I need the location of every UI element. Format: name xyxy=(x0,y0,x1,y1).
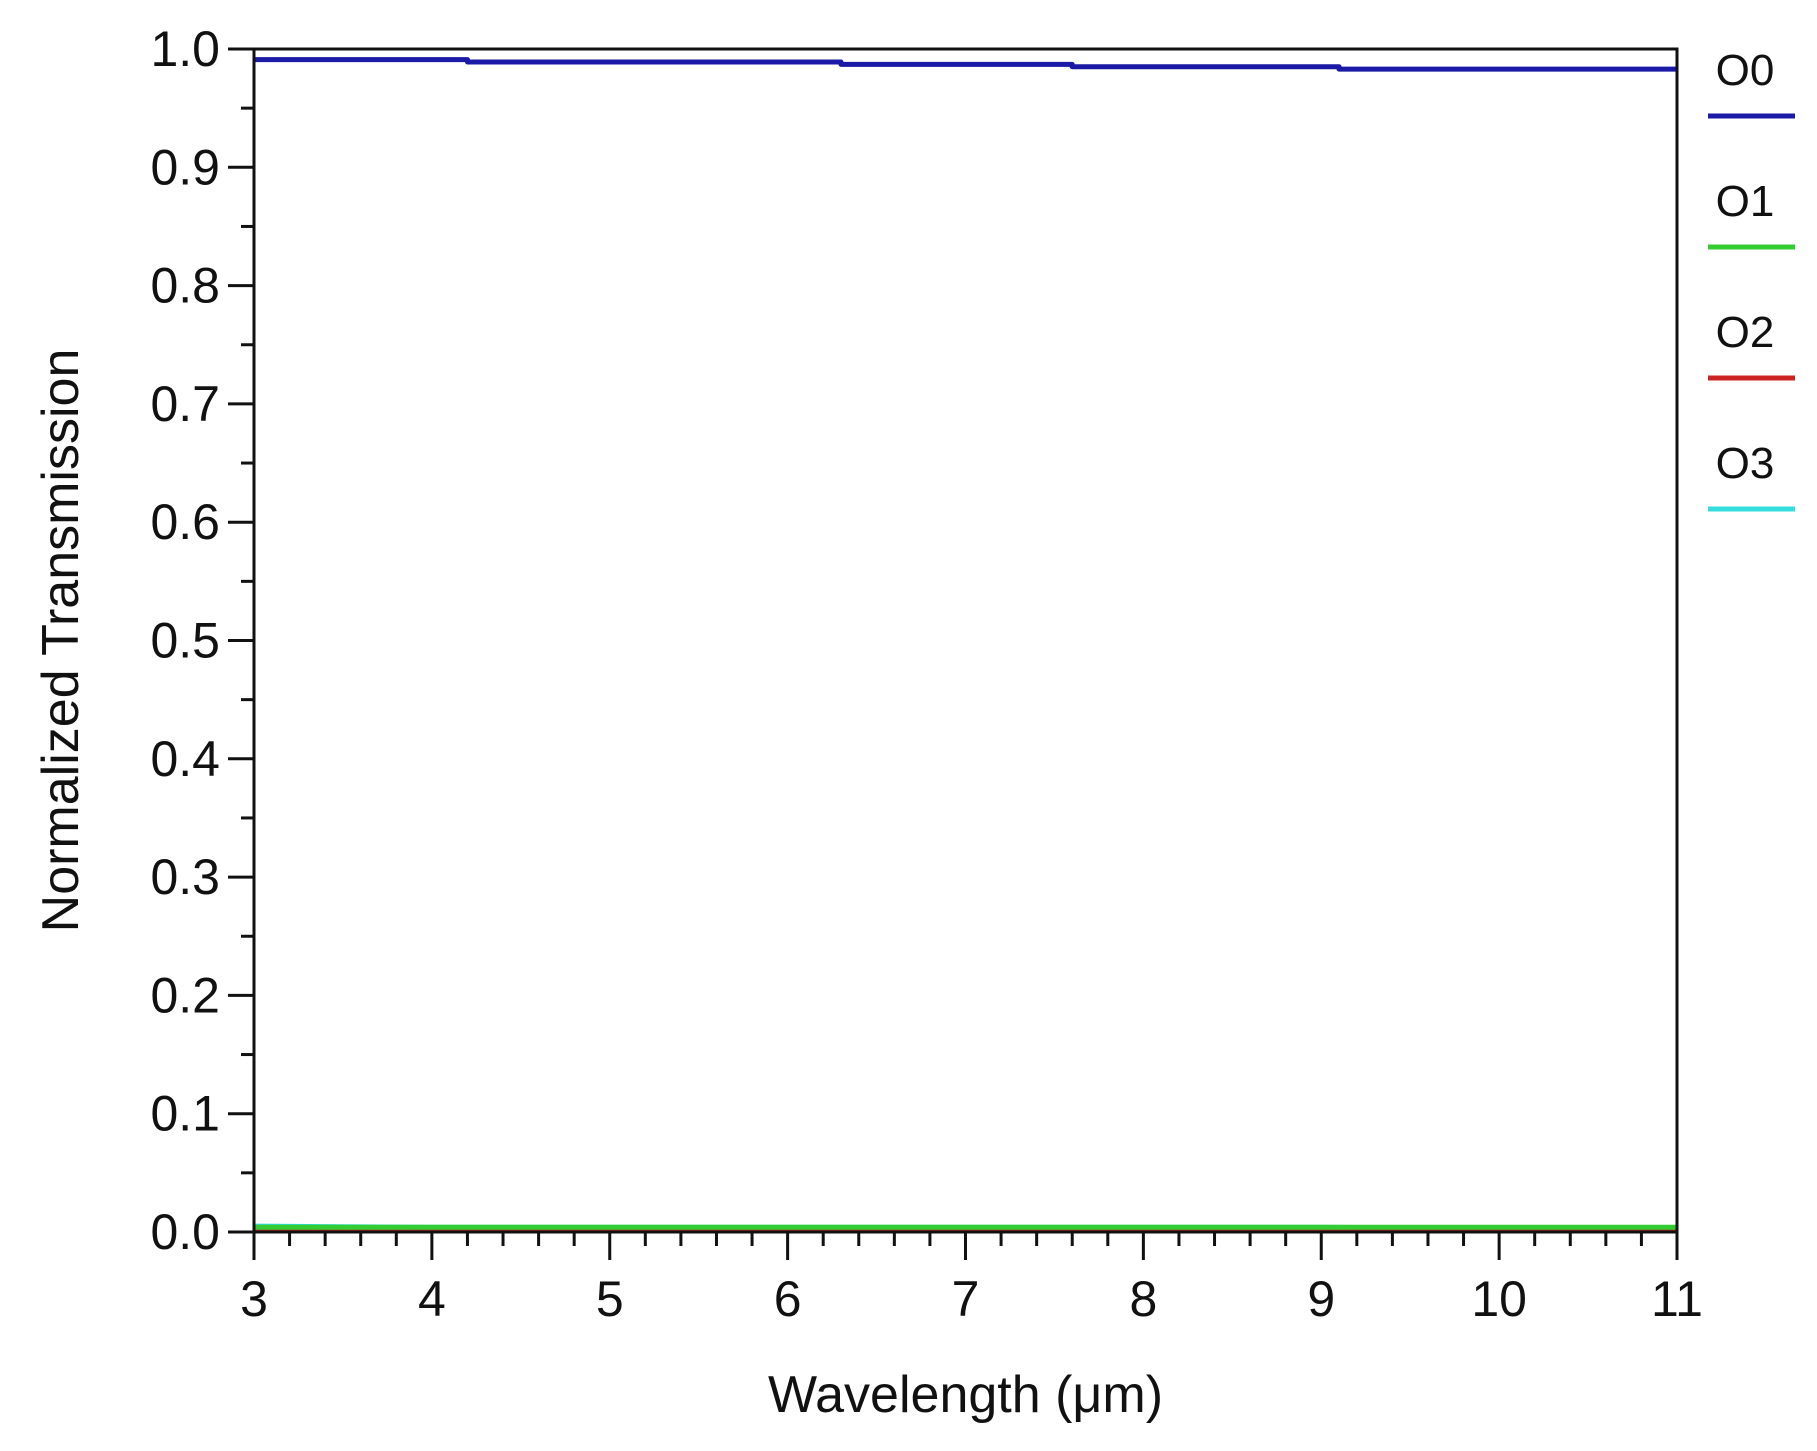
y-tick-label: 1.0 xyxy=(150,21,220,77)
x-tick-label: 11 xyxy=(1651,1271,1703,1327)
y-tick-label: 0.6 xyxy=(150,494,220,550)
legend: O0 O1 O2 O3 xyxy=(1708,46,1795,512)
x-tick-label: 3 xyxy=(240,1271,268,1327)
x-axis-label: Wavelength (μm) xyxy=(768,1366,1163,1424)
y-tick-label: 0.5 xyxy=(150,613,220,669)
x-tick-label: 9 xyxy=(1307,1271,1335,1327)
tick-layer: 0.0 0.1 0.2 0.3 0.4 0.5 0.6 0.7 0.8 0.9 1.0 3 4 5 6 7 8 9… xyxy=(150,21,1702,1327)
legend-label-o0: O0 xyxy=(1716,46,1775,95)
y-tick-label: 0.8 xyxy=(150,258,220,314)
y-tick-label: 0.2 xyxy=(150,967,220,1023)
y-tick-label: 0.0 xyxy=(150,1204,220,1260)
y-tick-label: 0.7 xyxy=(150,376,220,432)
x-tick-label: 4 xyxy=(418,1271,446,1327)
y-tick-label: 0.9 xyxy=(150,139,220,195)
series-line-o0 xyxy=(254,57,1677,72)
y-axis-label: Normalized Transmission xyxy=(32,349,90,933)
y-tick-label: 0.4 xyxy=(150,731,220,787)
legend-label-o1: O1 xyxy=(1716,177,1775,226)
plot-frame xyxy=(252,47,1679,1234)
x-tick-label: 10 xyxy=(1471,1271,1527,1327)
x-tick-label: 7 xyxy=(952,1271,980,1327)
x-tick-label: 8 xyxy=(1129,1271,1157,1327)
y-tick-label: 0.1 xyxy=(150,1086,220,1142)
series-layer xyxy=(253,57,1677,1233)
legend-label-o2: O2 xyxy=(1716,308,1775,357)
legend-label-o3: O3 xyxy=(1716,439,1775,488)
y-tick-label: 0.3 xyxy=(150,849,220,905)
x-tick-label: 6 xyxy=(774,1271,802,1327)
x-tick-label: 5 xyxy=(596,1271,624,1327)
